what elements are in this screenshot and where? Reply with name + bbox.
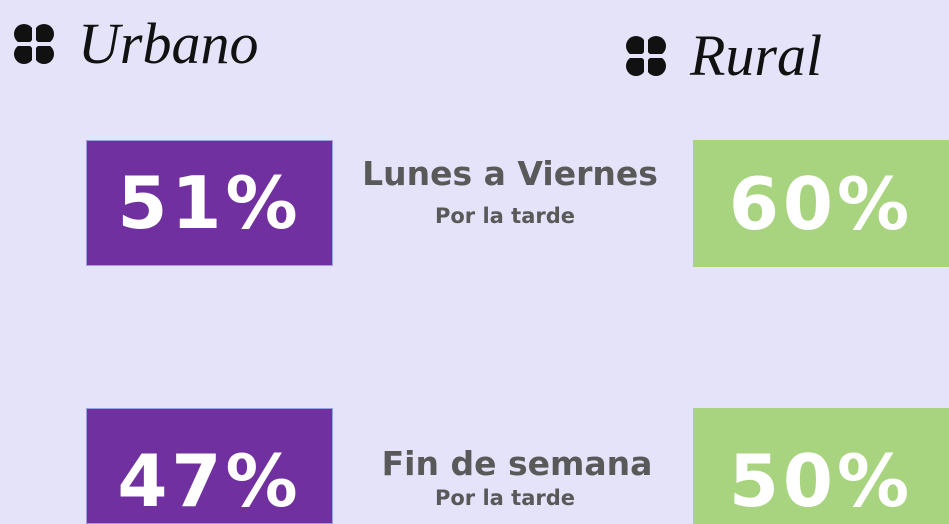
title: Rural xyxy=(690,23,823,88)
rural-value-box: 60% xyxy=(693,140,949,267)
urbano-heading: Urbano xyxy=(12,10,258,77)
value: 50% xyxy=(728,439,914,523)
row-sublabel: Por la tarde xyxy=(434,204,576,228)
rural-value-box: 50% xyxy=(693,408,949,524)
value: 47% xyxy=(117,439,302,523)
row-label: Lunes a Viernes xyxy=(362,154,658,193)
urbano-value-box: 47% xyxy=(86,408,333,524)
icon xyxy=(624,33,668,78)
value: 60% xyxy=(728,161,914,246)
value: 51% xyxy=(117,161,302,245)
row-label: Fin de semana xyxy=(381,444,653,483)
row-sublabel: Por la tarde xyxy=(434,486,576,510)
title: Urbano xyxy=(78,11,259,76)
urbano-value-box: 51% xyxy=(86,140,333,266)
rural-heading: Rural xyxy=(624,22,822,89)
icon xyxy=(12,21,56,66)
